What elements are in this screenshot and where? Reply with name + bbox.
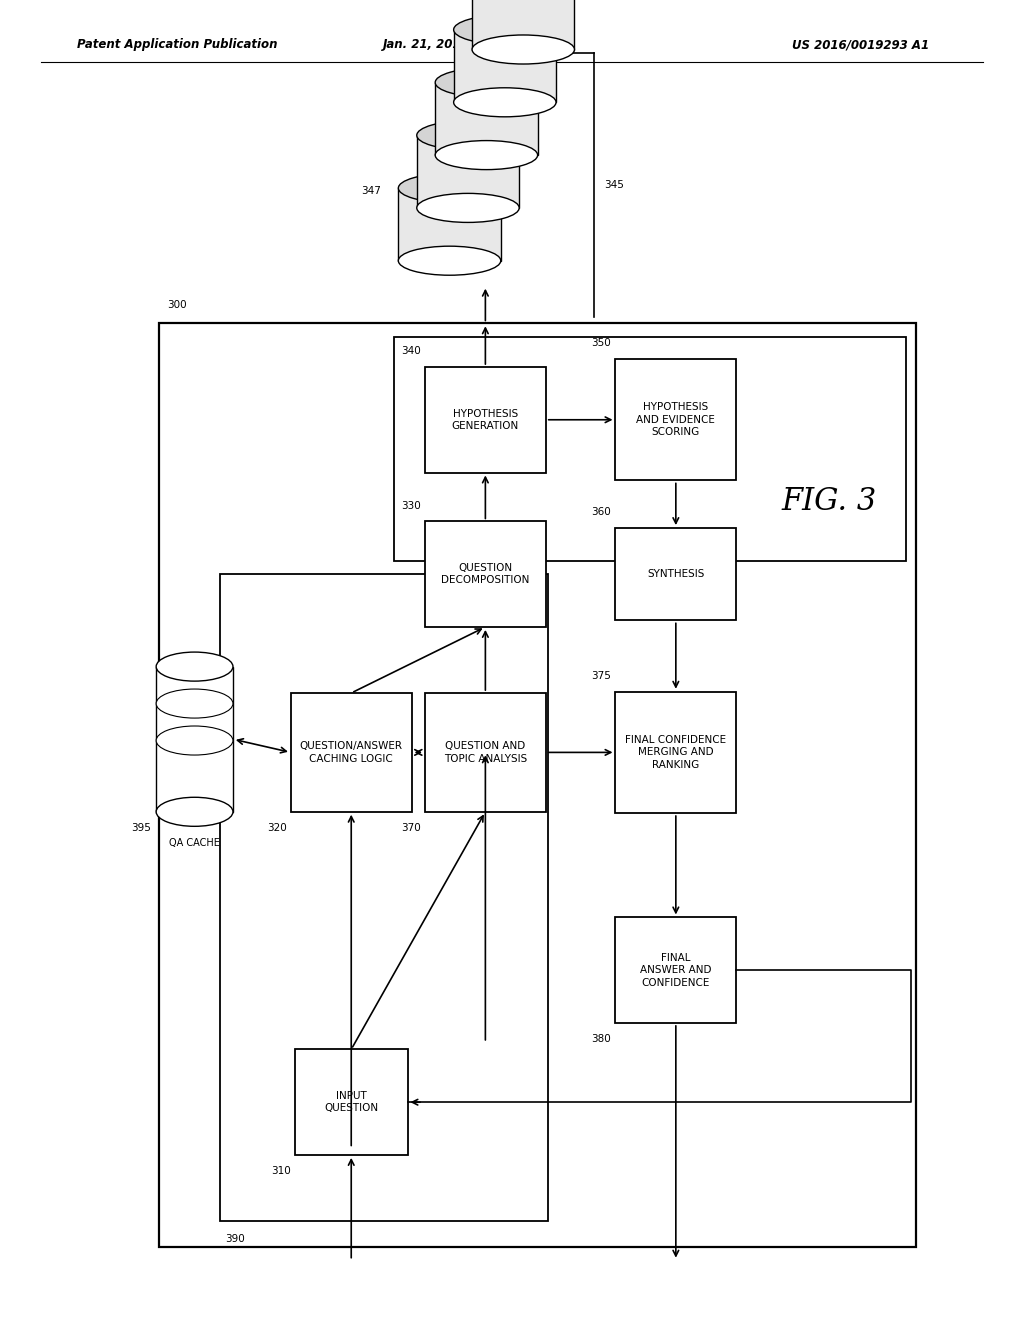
Text: QUESTION/ANSWER
CACHING LOGIC: QUESTION/ANSWER CACHING LOGIC bbox=[300, 742, 402, 763]
Bar bbox=[291, 693, 412, 812]
Ellipse shape bbox=[435, 141, 538, 170]
Text: 310: 310 bbox=[271, 1166, 291, 1176]
Bar bbox=[394, 337, 906, 561]
Text: FINAL
ANSWER AND
CONFIDENCE: FINAL ANSWER AND CONFIDENCE bbox=[640, 953, 712, 987]
Bar bbox=[615, 359, 736, 480]
Bar bbox=[615, 692, 736, 813]
Text: Jan. 21, 2016  Sheet 2 of 4: Jan. 21, 2016 Sheet 2 of 4 bbox=[383, 38, 559, 51]
Bar bbox=[417, 135, 519, 207]
Bar bbox=[472, 0, 574, 49]
Text: 370: 370 bbox=[401, 822, 421, 833]
Text: 360: 360 bbox=[592, 507, 611, 517]
Text: 320: 320 bbox=[267, 822, 287, 833]
Text: QUESTION
DECOMPOSITION: QUESTION DECOMPOSITION bbox=[441, 564, 529, 585]
Bar bbox=[220, 574, 548, 1221]
Text: HYPOTHESIS
GENERATION: HYPOTHESIS GENERATION bbox=[452, 409, 519, 430]
Bar bbox=[159, 323, 916, 1247]
Text: 300: 300 bbox=[167, 300, 186, 310]
Bar bbox=[425, 693, 546, 812]
Ellipse shape bbox=[472, 34, 574, 63]
Ellipse shape bbox=[435, 69, 538, 98]
Text: Patent Application Publication: Patent Application Publication bbox=[77, 38, 278, 51]
Bar bbox=[615, 528, 736, 620]
Text: 345: 345 bbox=[604, 180, 624, 190]
Bar bbox=[435, 82, 538, 156]
Ellipse shape bbox=[156, 652, 233, 681]
Ellipse shape bbox=[398, 173, 501, 203]
Ellipse shape bbox=[156, 797, 233, 826]
Ellipse shape bbox=[156, 726, 233, 755]
Bar bbox=[295, 1049, 408, 1155]
Text: 380: 380 bbox=[592, 1034, 611, 1044]
Bar bbox=[615, 917, 736, 1023]
Text: 390: 390 bbox=[225, 1234, 245, 1245]
Text: 330: 330 bbox=[401, 500, 421, 511]
Text: 347: 347 bbox=[360, 186, 381, 197]
Text: 395: 395 bbox=[131, 822, 152, 833]
Bar bbox=[425, 521, 546, 627]
Ellipse shape bbox=[417, 121, 519, 149]
Text: 350: 350 bbox=[592, 338, 611, 348]
Text: SYNTHESIS: SYNTHESIS bbox=[647, 569, 705, 579]
Ellipse shape bbox=[398, 246, 501, 276]
Text: US 2016/0019293 A1: US 2016/0019293 A1 bbox=[792, 38, 929, 51]
Bar bbox=[398, 187, 501, 261]
Text: 375: 375 bbox=[592, 671, 611, 681]
Bar bbox=[156, 667, 232, 812]
Text: HYPOTHESIS
AND EVIDENCE
SCORING: HYPOTHESIS AND EVIDENCE SCORING bbox=[636, 403, 716, 437]
Ellipse shape bbox=[417, 193, 519, 222]
Text: QA CACHE: QA CACHE bbox=[169, 838, 220, 849]
Bar bbox=[454, 29, 556, 103]
Ellipse shape bbox=[156, 689, 233, 718]
Text: FINAL CONFIDENCE
MERGING AND
RANKING: FINAL CONFIDENCE MERGING AND RANKING bbox=[626, 735, 726, 770]
Text: QUESTION AND
TOPIC ANALYSIS: QUESTION AND TOPIC ANALYSIS bbox=[443, 742, 527, 763]
Text: FIG. 3: FIG. 3 bbox=[781, 486, 878, 517]
Ellipse shape bbox=[454, 16, 556, 44]
Text: INPUT
QUESTION: INPUT QUESTION bbox=[325, 1092, 378, 1113]
Ellipse shape bbox=[454, 87, 556, 116]
Bar bbox=[425, 367, 546, 473]
Text: 340: 340 bbox=[401, 346, 421, 356]
